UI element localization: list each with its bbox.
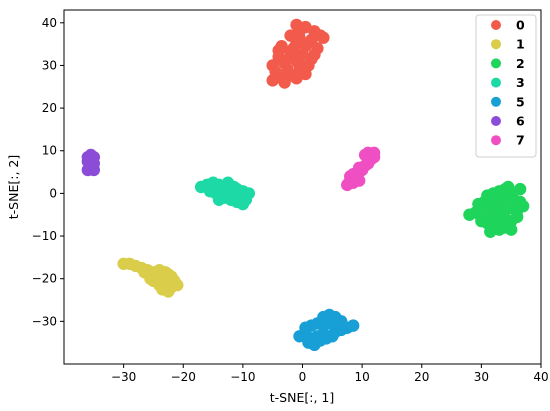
data-point: [493, 202, 506, 215]
y-tick-label: 10: [42, 144, 57, 158]
data-point: [138, 266, 151, 279]
legend-label: 1: [516, 37, 525, 52]
data-point: [290, 35, 303, 49]
x-tick-label: 40: [533, 370, 548, 384]
legend-marker: [491, 96, 501, 107]
legend: 0 1 2 3 5 6 7: [475, 14, 537, 158]
data-point: [513, 195, 527, 209]
data-point: [87, 163, 101, 177]
series-3-points: [194, 176, 256, 211]
series-2-points: [463, 180, 530, 238]
data-point: [326, 330, 339, 343]
data-point: [290, 72, 303, 85]
x-tick-label: 30: [474, 370, 489, 384]
x-tick-label: −30: [111, 370, 136, 384]
legend-marker: [491, 135, 501, 146]
data-point: [171, 278, 184, 292]
y-tick-label: 40: [42, 16, 57, 30]
x-tick-label: 10: [354, 370, 369, 384]
y-tick-label: 20: [42, 101, 57, 115]
x-tick-label: −10: [230, 370, 255, 384]
data-point: [504, 223, 518, 236]
data-point: [317, 31, 330, 44]
data-point: [284, 46, 297, 59]
y-tick-label: 0: [49, 186, 57, 200]
x-tick-label: −20: [171, 370, 196, 384]
data-point: [84, 148, 98, 162]
data-point: [293, 25, 306, 38]
plot-frame: [63, 9, 542, 365]
legend-marker: [491, 39, 501, 50]
legend-marker: [491, 116, 501, 126]
y-tick-label: −30: [32, 314, 57, 328]
y-tick-label: −10: [32, 229, 57, 243]
legend-items: 0 1 2 3 5 6 7: [491, 18, 525, 148]
data-point: [367, 146, 381, 160]
data-point: [293, 59, 306, 72]
data-point: [510, 210, 524, 224]
x-tick-label: 20: [414, 370, 429, 384]
data-point: [346, 319, 360, 332]
data-point: [335, 317, 348, 330]
series-0-points: [266, 18, 330, 89]
data-point: [513, 182, 527, 196]
legend-label: 3: [516, 75, 525, 90]
data-point: [352, 161, 366, 175]
legend-label: 2: [516, 56, 525, 71]
data-point: [308, 48, 321, 61]
legend-marker: [491, 77, 501, 88]
y-tick-label: −20: [32, 272, 57, 286]
x-axis-label: t-SNE[:, 1]: [270, 390, 334, 405]
data-point: [206, 178, 220, 192]
series-5-points: [293, 308, 360, 352]
data-point: [227, 180, 241, 194]
data-point: [266, 74, 279, 87]
legend-label: 6: [516, 114, 525, 129]
legend-label: 5: [516, 94, 525, 109]
series-6-points: [81, 148, 101, 177]
data-point: [278, 76, 291, 89]
legend-box: [475, 14, 537, 158]
data-point: [272, 44, 285, 57]
legend-label: 0: [516, 18, 525, 33]
series-1-points: [117, 257, 184, 298]
scatter-points: [81, 18, 530, 352]
legend-marker: [491, 20, 501, 30]
data-point: [156, 283, 169, 296]
legend-marker: [491, 58, 501, 69]
x-tick-label: 0: [299, 370, 307, 384]
legend-label: 7: [516, 133, 525, 148]
data-point: [233, 191, 247, 204]
y-axis-label: t-SNE[:, 2]: [6, 155, 21, 219]
y-tick-label: 30: [42, 58, 57, 72]
data-point: [502, 180, 515, 194]
series-7-points: [341, 146, 381, 192]
data-point: [484, 225, 497, 238]
data-point: [147, 274, 160, 288]
